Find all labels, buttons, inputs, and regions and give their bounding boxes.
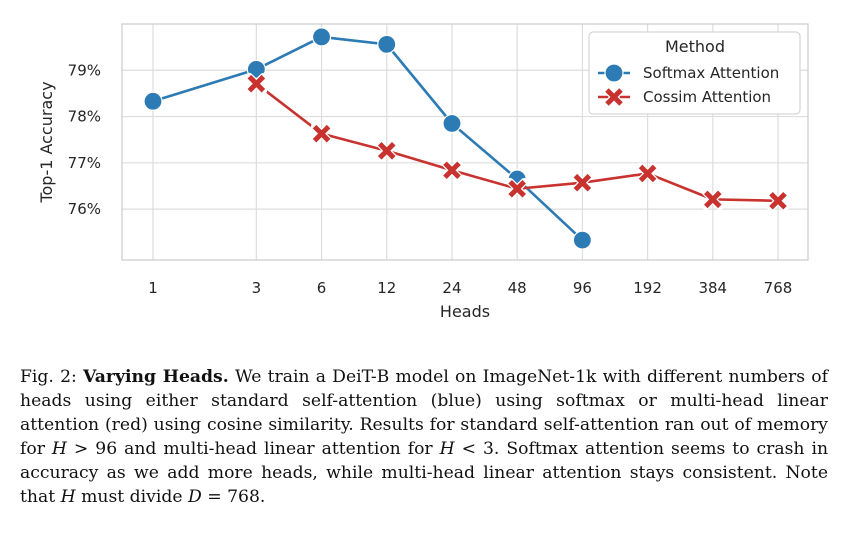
caption-h-symbol-2: H [439, 439, 455, 459]
figure-caption: Fig. 2: Varying Heads. We train a DeiT-B… [20, 365, 828, 509]
data-point [245, 72, 268, 95]
legend-items: Softmax Attention Cossim Attention [598, 63, 779, 108]
x-tick-label: 768 [764, 279, 793, 297]
x-tick-label: 1 [148, 279, 158, 297]
x-tick-labels: 1 3 6 12 24 48 96 192 384 768 [148, 279, 792, 297]
caption-title: Varying Heads. [83, 367, 229, 387]
y-tick-labels: 76% 77% 78% 79% [68, 61, 101, 218]
y-tick-label: 78% [68, 108, 101, 126]
marker-stroke [377, 142, 396, 160]
x-tick-label: 6 [317, 279, 327, 297]
data-point [506, 177, 528, 200]
y-tick-label: 76% [68, 200, 101, 218]
legend-box [588, 31, 801, 115]
caption-h-symbol-3: H [60, 487, 76, 507]
data-point [311, 27, 332, 47]
y-tick-label: 79% [68, 61, 101, 79]
legend-item: Softmax Attention [598, 63, 779, 83]
x-tick-label: 12 [377, 279, 396, 297]
data-point [246, 59, 266, 79]
data-point [604, 63, 624, 83]
data-point [143, 91, 163, 111]
marker-stroke [769, 191, 787, 210]
caption-text-4: must divide [81, 487, 183, 507]
marker-stroke [508, 179, 526, 198]
x-tick-label: 3 [252, 279, 262, 297]
marker-stroke [704, 190, 722, 209]
y-tick-label: 77% [68, 154, 101, 172]
marker-stroke [573, 173, 592, 192]
legend-item: Cossim Attention [598, 86, 771, 108]
caption-text-5: = 768. [207, 487, 266, 507]
x-tick-label: 384 [698, 279, 727, 297]
legend-title: Method [665, 37, 725, 56]
x-axis-label: Heads [440, 302, 490, 321]
legend-label: Softmax Attention [643, 64, 779, 82]
caption-text-3: < 3. Softmax attention seems to crash in… [20, 439, 829, 507]
data-point [310, 122, 333, 145]
data-point [767, 189, 789, 212]
legend: Method Softmax Attention Cossim Attention [588, 31, 801, 115]
marker-stroke [605, 88, 623, 106]
line-chart: 1 3 6 12 24 48 96 192 384 768 76%77%78%79% Heads … [37, 23, 809, 321]
series-softmax [143, 27, 592, 250]
data-point [441, 159, 463, 181]
data-point [571, 171, 594, 194]
series [143, 27, 789, 250]
caption-d-symbol: D [188, 487, 202, 507]
data-point [603, 86, 625, 108]
plot-frame [121, 23, 809, 261]
caption-text-1: We train a DeiT-B model on ImageNet-1k w… [20, 367, 829, 459]
marker-stroke [312, 124, 331, 143]
marker-stroke [247, 74, 266, 93]
x-tick-label: 48 [508, 279, 527, 297]
x-tick-label: 192 [633, 279, 662, 297]
data-point [572, 230, 592, 250]
data-point [636, 162, 659, 185]
data-point [375, 140, 398, 162]
data-point [442, 113, 462, 134]
marker-stroke [638, 164, 657, 183]
series-cossim [245, 72, 789, 212]
caption-h-symbol-1: H [51, 439, 67, 459]
caption-label: Fig. 2: [20, 367, 77, 387]
x-tick-label: 96 [573, 279, 592, 297]
y-axis-label: Top-1 Accuracy [37, 81, 56, 203]
x-tick-label: 24 [442, 279, 461, 297]
marker-stroke [443, 161, 461, 180]
data-point [377, 34, 397, 54]
data-point [702, 188, 724, 211]
caption-text-2: > 96 and multi-head linear attention for [73, 439, 433, 459]
legend-label: Cossim Attention [643, 88, 771, 106]
